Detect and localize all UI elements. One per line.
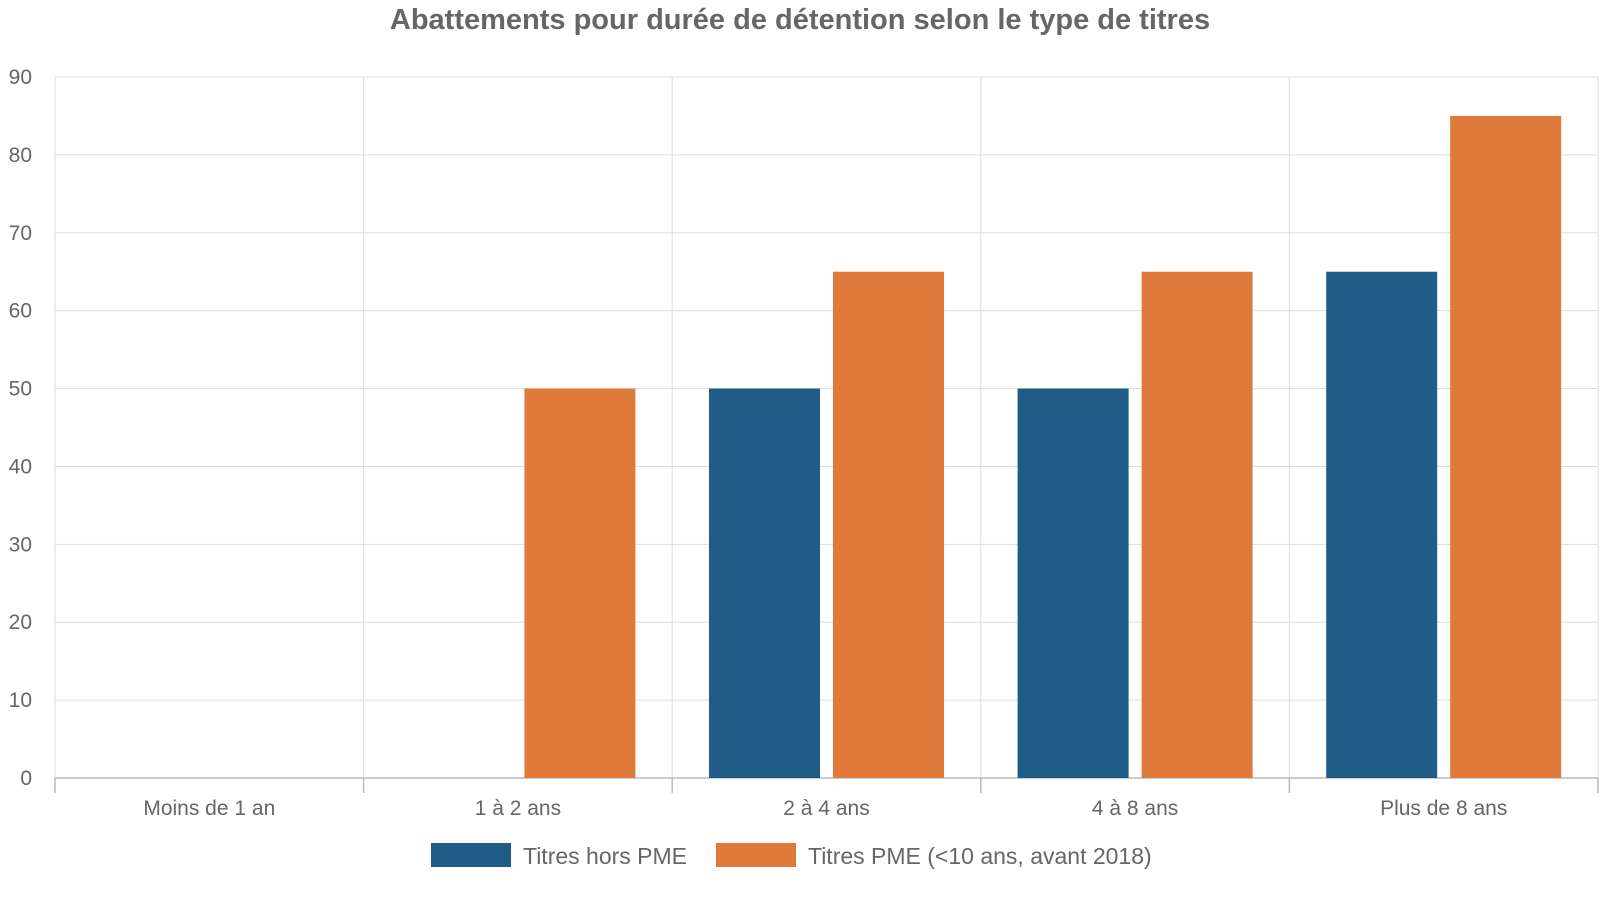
y-tick-label: 90 (9, 66, 32, 89)
y-tick-label: 50 (9, 378, 32, 401)
x-tick-label: 2 à 4 ans (783, 797, 869, 820)
bar-hors-pme[interactable] (1326, 271, 1438, 778)
bar-pme[interactable] (1141, 271, 1253, 778)
x-tick-label: 4 à 8 ans (1092, 797, 1178, 820)
y-tick-label: 10 (9, 689, 32, 712)
grid-layer (54, 76, 1599, 778)
x-tick-label: Plus de 8 ans (1380, 797, 1507, 820)
x-tick-label: Moins de 1 an (143, 797, 275, 820)
y-tick-label: 30 (9, 533, 32, 556)
y-tick-label: 20 (9, 611, 32, 634)
legend-label[interactable]: Titres PME (<10 ans, avant 2018) (808, 843, 1152, 869)
bar-pme[interactable] (524, 388, 636, 778)
bar-pme[interactable] (833, 271, 944, 778)
chart-title: Abattements pour durée de détention selo… (390, 4, 1210, 36)
legend-swatch[interactable] (716, 843, 796, 867)
x-axis: Moins de 1 an 1 à 2 ans 2 à 4 ans 4 à 8 ans… (54, 777, 1599, 820)
legend: Titres hors PME Titres PME (<10 ans, avan… (431, 843, 1152, 869)
y-tick-label: 60 (9, 300, 32, 323)
y-axis: 0 10 20 30 40 50 60 70 80 90 (9, 66, 32, 790)
y-tick-label: 40 (9, 455, 32, 478)
legend-label[interactable]: Titres hors PME (523, 843, 687, 869)
bars-layer (524, 115, 1562, 778)
y-tick-label: 70 (9, 222, 32, 245)
bar-pme[interactable] (1450, 115, 1562, 778)
y-tick-label: 80 (9, 144, 32, 167)
y-tick-label: 0 (20, 767, 32, 790)
bar-hors-pme[interactable] (709, 388, 820, 778)
legend-swatch[interactable] (431, 843, 511, 867)
x-tick-label: 1 à 2 ans (475, 797, 561, 820)
bar-hors-pme[interactable] (1017, 388, 1129, 778)
